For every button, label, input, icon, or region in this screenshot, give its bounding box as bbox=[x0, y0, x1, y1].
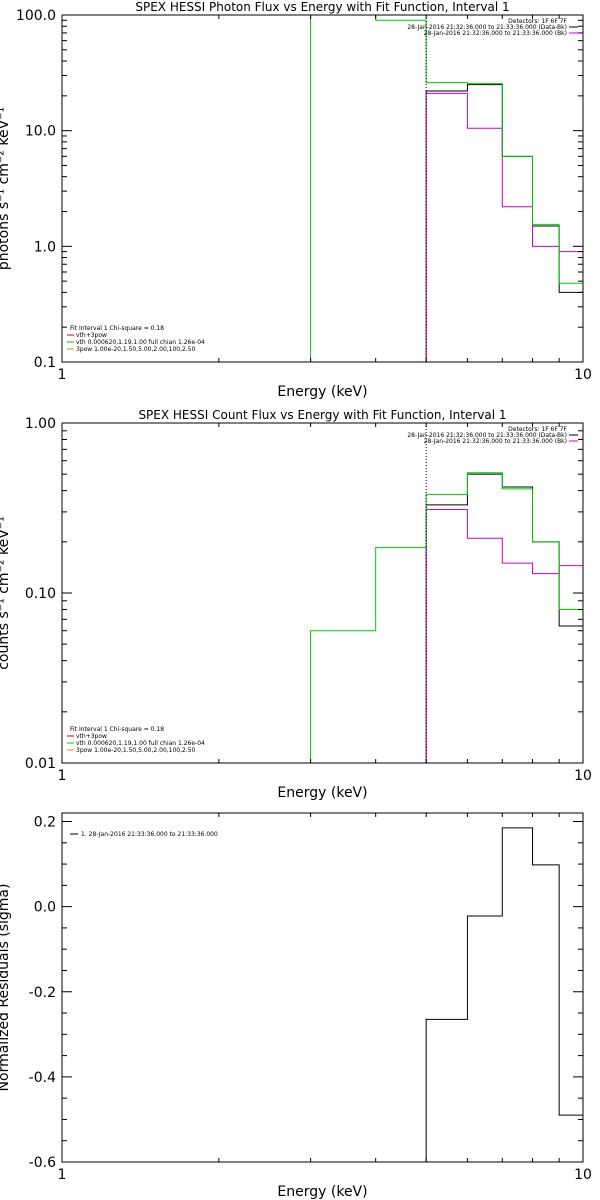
legend-bottom-entry: vth+3pow bbox=[76, 733, 107, 740]
chart-panel-3: 1 10 Energy (keV) -0.6 -0.4 -0.2 0.0 0.2 Normali… bbox=[0, 812, 592, 1200]
plot-frame bbox=[61, 812, 584, 1163]
legend-bottom-entry: Fit Interval 1 Chi-square = 0.18 bbox=[70, 726, 164, 733]
legend-bottom-entry: vth 0.000620,1.19,1.00 full chian 1.26e-… bbox=[76, 339, 205, 346]
series-line-1 bbox=[425, 84, 584, 362]
series-line-1 bbox=[425, 827, 584, 1162]
series-line-3 bbox=[310, 472, 584, 763]
y-tick-label: 0.01 bbox=[25, 756, 56, 772]
legend-bottom-entry: vth 0.000620,1.19,1.00 full chian 1.26e-… bbox=[76, 740, 205, 747]
series-line-1 bbox=[425, 473, 584, 763]
legend-top-entry: 28-Jan-2016 21:32:36.000 to 21:33:36.000… bbox=[407, 432, 567, 439]
x-axis-label: Energy (keV) bbox=[277, 785, 367, 801]
y-tick-label: 1.00 bbox=[25, 416, 56, 432]
series-line-2 bbox=[425, 508, 584, 763]
y-tick-label: -0.6 bbox=[29, 1155, 56, 1171]
y-axis-label: photons s⁻¹ cm⁻² keV⁻¹ bbox=[0, 107, 12, 270]
y-tick-label: 10.0 bbox=[25, 124, 56, 140]
legend-top-entry: 28-Jan-2016 21:32:36.000 to 21:33:36.000… bbox=[424, 30, 567, 37]
chart-panel-2: SPEX HESSI Count Flux vs Energy with Fit… bbox=[0, 408, 592, 801]
x-tick-label: 1 bbox=[58, 1167, 67, 1183]
legend-top-entry: Detectors: 1F 6F 7F bbox=[508, 426, 567, 433]
y-tick-label: 100.0 bbox=[16, 8, 56, 24]
y-axis-label: counts s⁻¹ cm⁻² keV⁻¹ bbox=[0, 516, 12, 670]
y-tick-label: 0.2 bbox=[34, 815, 56, 831]
legend-bottom-entry: 3pow 1.00e-20,1.50,5.00,2.00,100,2.50 bbox=[76, 747, 196, 754]
y-tick-label: 0.10 bbox=[25, 586, 56, 602]
legend-bottom-entry: vth+3pow bbox=[76, 332, 107, 339]
legend-top-entry: 28-Jan-2016 21:32:36.000 to 21:33:36.000… bbox=[424, 438, 567, 445]
plot-frame bbox=[61, 14, 584, 363]
y-axis-label: Normalized Residuals (sigma) bbox=[0, 884, 12, 1092]
legend-bottom-entry: Fit Interval 1 Chi-square = 0.18 bbox=[70, 325, 164, 332]
legend-residual-entry: 1. 28-Jan-2016 21:33:36.000 to 21:33:36.… bbox=[81, 831, 218, 838]
y-tick-label: -0.4 bbox=[29, 1070, 56, 1086]
x-tick-label: 10 bbox=[574, 367, 592, 383]
x-tick-label: 1 bbox=[58, 367, 67, 383]
legend-top-entry: Detectors: 1F 6F 7F bbox=[508, 18, 567, 25]
chart-title: SPEX HESSI Photon Flux vs Energy with Fi… bbox=[135, 0, 509, 14]
x-tick-label: 1 bbox=[58, 768, 67, 784]
legend-bottom-entry: 3pow 1.00e-20,1.50,5.00,2.00,100,2.50 bbox=[76, 346, 196, 353]
plot-frame bbox=[61, 422, 584, 764]
x-tick-label: 10 bbox=[574, 1167, 592, 1183]
x-axis-label: Energy (keV) bbox=[277, 384, 367, 400]
y-tick-label: 1.0 bbox=[34, 239, 56, 255]
x-axis-label: Energy (keV) bbox=[277, 1184, 367, 1200]
chart-panel-1: SPEX HESSI Photon Flux vs Energy with Fi… bbox=[0, 0, 592, 400]
y-tick-label: 0.1 bbox=[34, 355, 56, 371]
x-tick-label: 10 bbox=[574, 768, 592, 784]
series-line-2 bbox=[425, 92, 584, 362]
y-tick-label: 0.0 bbox=[34, 900, 56, 916]
legend-top-entry: 28-Jan-2016 21:32:36.000 to 21:33:36.000… bbox=[407, 24, 567, 31]
chart-title: SPEX HESSI Count Flux vs Energy with Fit… bbox=[138, 408, 506, 422]
series-line-3 bbox=[310, 14, 584, 362]
y-tick-label: -0.2 bbox=[29, 985, 56, 1001]
